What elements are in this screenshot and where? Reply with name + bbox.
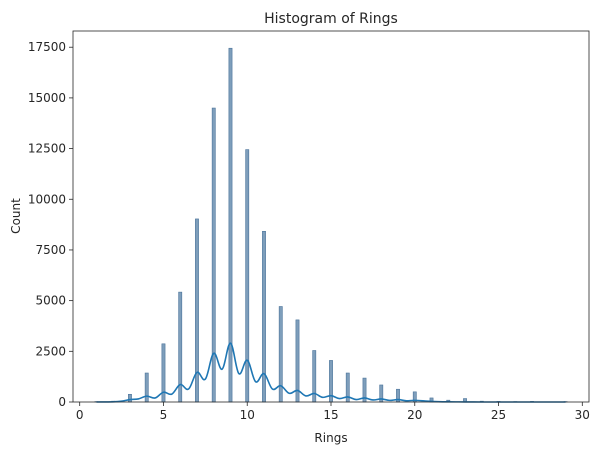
x-tick-label-20: 20 xyxy=(407,408,422,422)
x-tick-label-30: 30 xyxy=(575,408,590,422)
chart-title: Histogram of Rings xyxy=(264,11,398,27)
plot-frame xyxy=(72,30,590,403)
y-axis-label: Count xyxy=(9,198,23,234)
ticks-layer: 0 5 10 15 20 25 30 0 2500 5000 7500 10000 12500 15000… xyxy=(28,40,590,422)
histogram-bar-10 xyxy=(245,149,250,403)
histogram-bar-9 xyxy=(228,47,233,403)
kde-layer xyxy=(96,342,566,403)
y-tick-label-10000: 10000 xyxy=(28,192,66,206)
histogram-bar-3 xyxy=(128,393,132,403)
x-tick-label-0: 0 xyxy=(76,408,84,422)
y-tick-label-5000: 5000 xyxy=(35,294,66,308)
histogram-bar-8 xyxy=(211,107,216,403)
y-tick-label-12500: 12500 xyxy=(28,142,66,156)
histogram-bar-4 xyxy=(144,372,149,403)
y-tick-label-0: 0 xyxy=(58,395,66,409)
x-axis-label: Rings xyxy=(314,431,347,445)
kde-curve xyxy=(96,342,566,403)
x-tick-label-25: 25 xyxy=(491,408,506,422)
axes-layer xyxy=(72,30,590,403)
y-tick-label-7500: 7500 xyxy=(35,243,66,257)
histogram-bar-12 xyxy=(278,306,283,403)
bars-layer xyxy=(94,47,568,403)
histogram-bar-11 xyxy=(262,231,266,403)
y-tick-label-17500: 17500 xyxy=(28,40,66,54)
y-tick-label-2500: 2500 xyxy=(35,344,66,358)
x-tick-label-10: 10 xyxy=(240,408,255,422)
x-tick-label-5: 5 xyxy=(160,408,168,422)
x-tick-label-15: 15 xyxy=(323,408,338,422)
y-tick-label-15000: 15000 xyxy=(28,91,66,105)
